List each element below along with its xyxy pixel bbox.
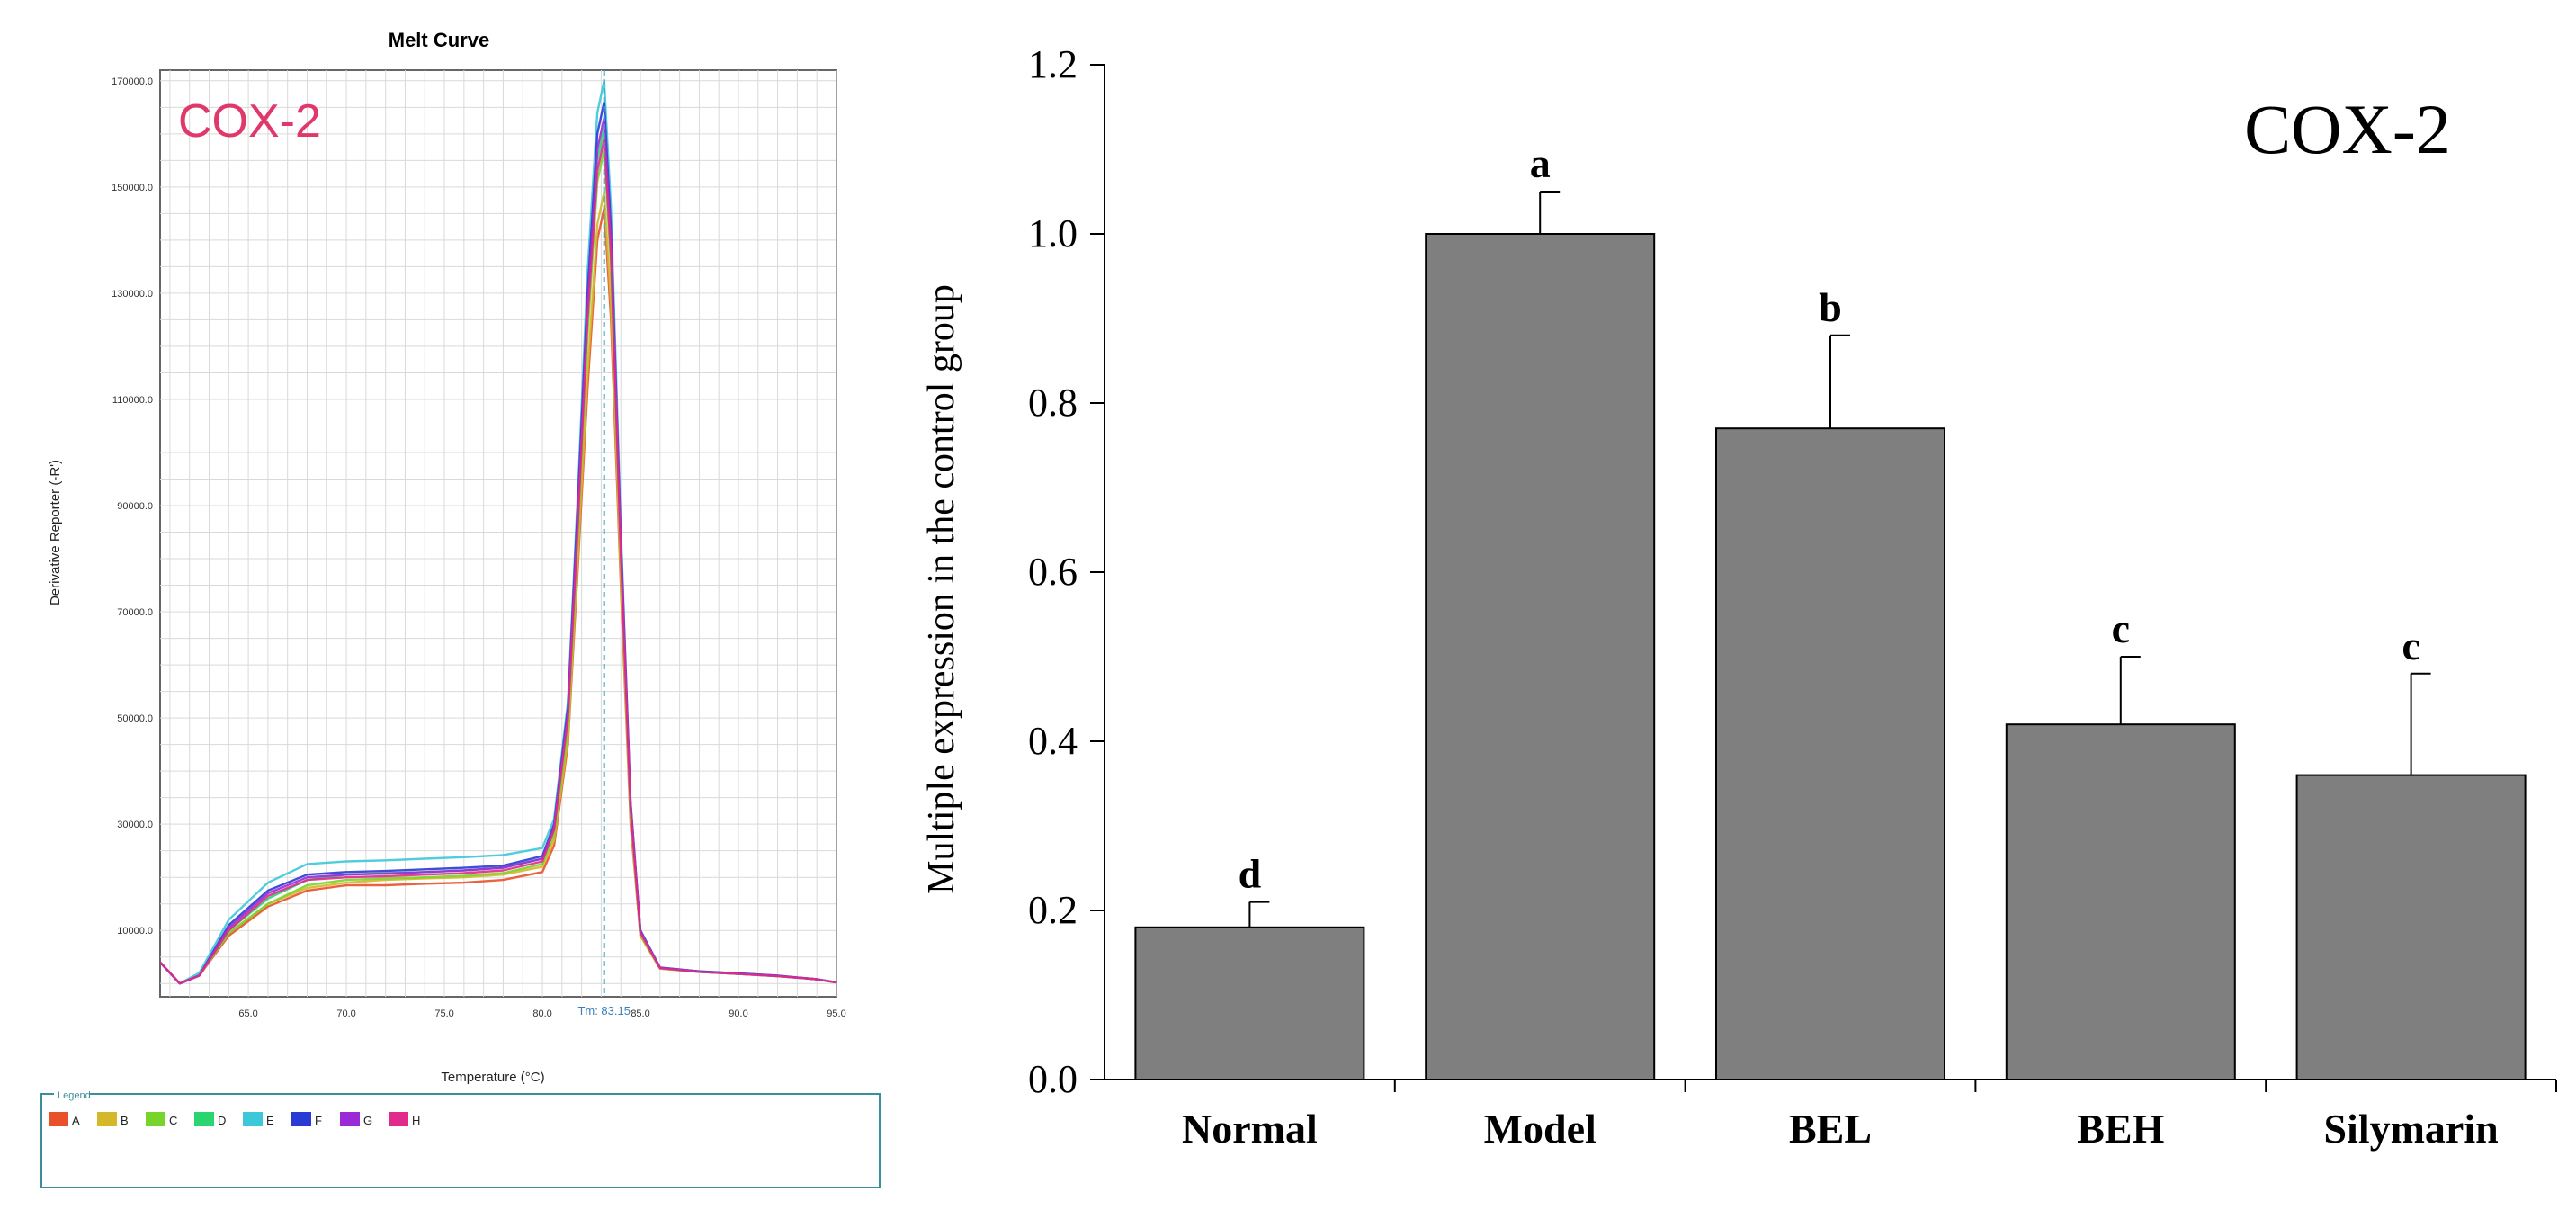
melt-grid [160,70,837,997]
bar-y-tick-label: 0.2 [1028,888,1078,932]
melt-x-axis-label: Temperature (°C) [441,1070,544,1085]
melt-legend-label-F: F [315,1114,322,1127]
melt-legend-label-C: C [169,1114,177,1127]
melt-x-ticks: 65.0 70.0 75.0 80.0 85.0 90.0 95.0 [238,1008,845,1019]
melt-legend-swatch-F [291,1112,311,1126]
melt-y-axis-label: Derivative Reporter (-R') [48,460,63,605]
melt-legend-title: Legend [58,1090,91,1101]
melt-x-tick-label: 90.0 [729,1008,747,1019]
category-label-Normal: Normal [1182,1106,1318,1152]
melt-y-tick-label: 130000.0 [112,289,153,300]
melt-y-tick-label: 170000.0 [112,76,153,87]
melt-x-tick-label: 65.0 [238,1008,257,1019]
melt-legend-swatch-C [146,1112,165,1126]
melt-plot-area [159,69,837,998]
melt-legend-label-D: D [218,1114,226,1127]
melt-annotation: COX-2 [178,95,321,148]
melt-curve-panel: Melt Curve 10000.0 30000.0 50000.0 70000.0 9… [40,29,881,1188]
bar-y-axis-label: Multiple expression in the control group [921,284,962,894]
category-label-BEL: BEL [1789,1106,1872,1152]
melt-legend-swatch-E [243,1112,263,1126]
category-label-Model: Model [1484,1106,1597,1152]
melt-x-tick-label: 75.0 [434,1008,453,1019]
bar-BEL [1715,427,1945,1080]
bar-Model [1425,233,1656,1080]
melt-legend-items: A B C D E F G H [49,1112,420,1127]
melt-legend-label-H: H [412,1114,420,1127]
melt-y-tick-label: 70000.0 [117,607,153,618]
melt-legend-swatch-H [389,1112,408,1126]
significance-letter-BEL: b [1819,284,1842,330]
bar-bars-group: d Normal a Model b BEL c BEH c Silymarin [1134,140,2557,1152]
significance-letter-Model: a [1530,140,1551,186]
significance-letter-Silymarin: c [2402,623,2419,668]
bar-y-tick-label: 0.0 [1028,1057,1078,1101]
melt-legend-swatch-D [194,1112,214,1126]
melt-x-tick-label: 70.0 [336,1008,355,1019]
melt-legend-label-G: G [363,1114,372,1127]
bar-Normal [1134,926,1365,1081]
melt-y-tick-label: 150000.0 [112,183,153,193]
melt-curve-title: Melt Curve [389,29,489,51]
melt-legend-swatch-A [49,1112,68,1126]
tm-label: Tm: 83.15 [577,1004,631,1017]
melt-series-group [159,79,837,985]
melt-y-tick-label: 110000.0 [112,395,153,406]
bar-y-tick-label: 1.0 [1028,211,1078,255]
bar-y-tick-label: 0.8 [1028,381,1078,425]
melt-x-tick-label: 95.0 [827,1008,845,1019]
melt-legend-title-bg [54,1085,90,1101]
bar-y-tick-label: 1.2 [1028,42,1078,86]
melt-y-tick-label: 90000.0 [117,501,153,512]
melt-x-tick-label: 80.0 [532,1008,551,1019]
melt-legend-label-E: E [266,1114,274,1127]
melt-legend-box [40,1093,881,1188]
melt-x-tick-label: 85.0 [631,1008,649,1019]
melt-legend-label-A: A [72,1114,80,1127]
melt-legend-label-B: B [121,1114,129,1127]
bar-BEH [2005,723,2236,1080]
melt-y-tick-label: 30000.0 [117,820,153,830]
melt-y-tick-label: 50000.0 [117,713,153,724]
melt-legend: Legend A B C D E F G H [40,1085,881,1188]
category-label-Silymarin: Silymarin [2323,1106,2498,1152]
significance-letter-BEH: c [2112,605,2130,651]
bar-y-ticks: 0.0 0.2 0.4 0.6 0.8 1.0 1.2 [1028,42,1105,1101]
melt-y-ticks: 10000.0 30000.0 50000.0 70000.0 90000.0 11000… [112,76,153,937]
significance-letter-Normal: d [1239,851,1262,897]
bar-chart-panel: COX-2 Multiple expression in the control… [921,42,2557,1152]
category-label-BEH: BEH [2077,1106,2164,1152]
melt-series-line-H [159,138,837,985]
melt-legend-swatch-G [340,1112,360,1126]
melt-y-tick-label: 10000.0 [117,926,153,937]
bar-Silymarin [2295,774,2527,1080]
bar-y-tick-label: 0.4 [1028,719,1078,763]
melt-legend-swatch-B [97,1112,117,1126]
bar-y-tick-label: 0.6 [1028,550,1078,594]
bar-chart-title: COX-2 [2244,90,2451,168]
